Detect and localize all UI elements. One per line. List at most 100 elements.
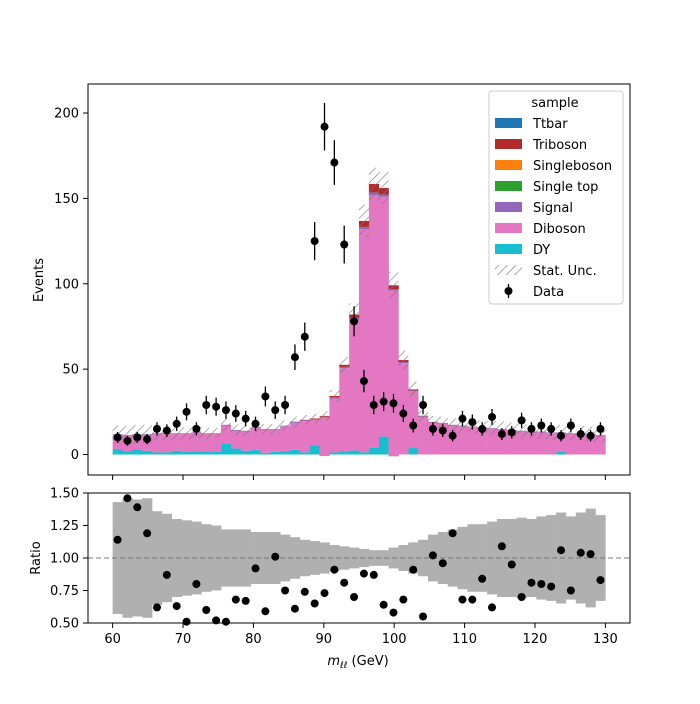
ratio-point: [183, 618, 191, 626]
ratio-point: [380, 601, 388, 609]
data-point: [409, 421, 417, 429]
data-point: [173, 420, 181, 428]
data-point: [498, 430, 506, 438]
ratio-point: [330, 566, 338, 574]
x-tick-label: 120: [523, 632, 548, 647]
data-point: [429, 425, 437, 433]
bar-dy: [251, 450, 261, 454]
x-tick-label: 100: [382, 632, 407, 647]
data-point: [380, 398, 388, 406]
ratio-point: [557, 546, 565, 554]
ratio-point: [498, 542, 506, 550]
bar-diboson: [300, 421, 310, 452]
stat-unc-hatch: [300, 415, 310, 425]
bar-dy: [270, 452, 280, 455]
legend-label-dy: DY: [533, 243, 550, 258]
ratio-point: [232, 596, 240, 604]
ratio-point: [537, 580, 545, 588]
legend-label-signal: Signal: [533, 201, 573, 216]
x-tick-label: 130: [593, 632, 618, 647]
ratio-point: [409, 566, 417, 574]
bar-dy: [329, 452, 339, 454]
ratio-y-tick-label: 1.00: [50, 552, 79, 567]
ratio-point: [596, 576, 604, 584]
data-point: [587, 432, 595, 440]
bar-dy: [369, 448, 379, 455]
data-point: [311, 237, 319, 245]
ratio-point: [271, 553, 279, 561]
legend-swatch-dy: [495, 244, 522, 254]
x-tick-label: 90: [316, 632, 333, 647]
legend-label-singleboson: Singleboson: [533, 159, 612, 174]
data-point: [183, 408, 191, 416]
data-point: [340, 240, 348, 248]
data-point: [114, 433, 122, 441]
ratio-point: [518, 593, 526, 601]
ratio-point: [478, 575, 486, 583]
ratio-y-axis-label: Ratio: [29, 541, 44, 574]
ratio-point: [114, 536, 122, 544]
bar-dy: [152, 452, 162, 454]
data-point: [133, 433, 141, 441]
ratio-point: [508, 561, 516, 569]
bar-dy: [201, 451, 211, 454]
ratio-point: [449, 529, 457, 537]
bar-dy: [408, 448, 418, 454]
ratio-point: [202, 606, 210, 614]
bar-dy: [260, 453, 270, 455]
x-tick-label: 70: [175, 632, 192, 647]
ratio-point: [419, 613, 427, 621]
stat-unc-hatch: [329, 390, 339, 402]
ratio-y-tick-label: 1.50: [50, 487, 79, 502]
ratio-point: [281, 587, 289, 595]
bar-dy: [162, 452, 172, 454]
data-point: [123, 437, 131, 445]
bar-dy: [221, 443, 231, 454]
ratio-point: [163, 571, 171, 579]
ratio-point: [133, 503, 141, 511]
bar-diboson: [320, 418, 330, 456]
ratio-point: [311, 600, 319, 608]
ratio-point: [242, 597, 250, 605]
ratio-point: [389, 609, 397, 617]
x-axis-label: mℓℓ (GeV): [327, 654, 388, 671]
legend-title: sample: [531, 96, 578, 111]
bar-dy: [300, 452, 310, 454]
data-point: [242, 415, 250, 423]
data-point: [527, 425, 535, 433]
data-point: [143, 435, 151, 443]
stat-unc-hatch: [359, 205, 369, 238]
data-point: [399, 410, 407, 418]
ratio-point: [340, 579, 348, 587]
data-point: [350, 317, 358, 325]
ratio-point: [261, 607, 269, 615]
stat-unc-hatch: [231, 425, 241, 436]
data-point: [232, 410, 240, 418]
data-point: [212, 403, 220, 411]
stat-unc-hatch: [398, 351, 408, 370]
legend-swatch-signal: [495, 202, 522, 212]
ratio-point: [291, 605, 299, 613]
ratio-point: [222, 618, 230, 626]
data-point: [360, 377, 368, 385]
bar-dy: [113, 449, 123, 454]
ratio-point: [468, 596, 476, 604]
stat-unc-hatch: [339, 357, 349, 373]
stat-unc-hatch: [201, 428, 211, 439]
x-tick-label: 60: [104, 632, 121, 647]
y-tick-label: 0: [71, 448, 79, 463]
data-point: [192, 425, 200, 433]
data-point: [202, 401, 210, 409]
data-point: [153, 425, 161, 433]
ratio-point: [488, 603, 496, 611]
ratio-point: [153, 603, 161, 611]
stat-unc-hatch: [448, 418, 458, 431]
y-tick-label: 50: [62, 363, 79, 378]
legend-label-single-top: Single top: [533, 180, 598, 195]
ratio-y-tick-label: 1.25: [50, 519, 79, 534]
y-tick-label: 150: [54, 192, 79, 207]
bar-dy: [211, 452, 221, 455]
y-tick-label: 200: [54, 107, 79, 122]
